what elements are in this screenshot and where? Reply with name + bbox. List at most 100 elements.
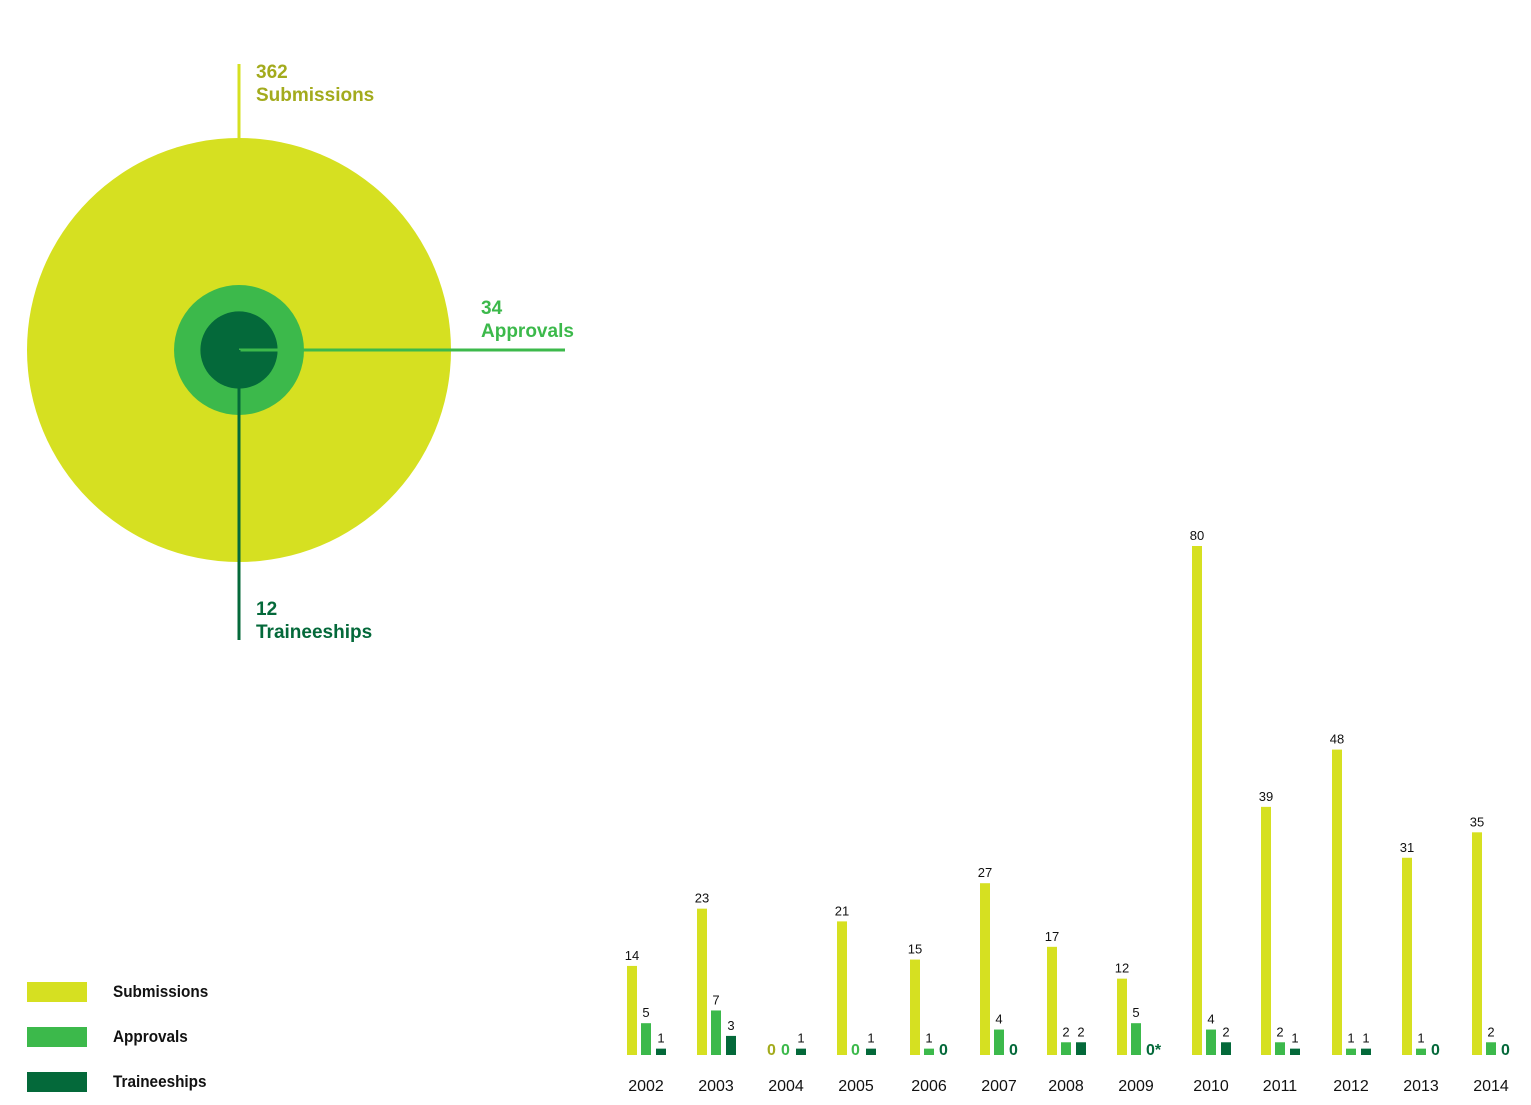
bar-label-traineeships-2005: 1 [867,1031,874,1046]
legend-item-traineeships: Traineeships [27,1071,217,1093]
bar-label-submissions-2012: 48 [1330,732,1344,747]
bar-approvals-2002 [641,1023,651,1055]
bar-label-traineeships-2002: 1 [657,1031,664,1046]
bar-submissions-2003 [697,908,707,1055]
bar-approvals-2010 [1206,1029,1216,1055]
bar-label-submissions-2007: 27 [978,865,992,880]
bar-approvals-2014 [1486,1042,1496,1055]
bar-label-approvals-2011: 2 [1276,1024,1283,1039]
bar-submissions-2013 [1402,857,1412,1055]
bar-submissions-2005 [837,921,847,1055]
legend-label-traineeships: Traineeships [113,1072,207,1091]
bar-label-traineeships-2011: 1 [1291,1031,1298,1046]
bar-label-submissions-2011: 39 [1259,789,1273,804]
bar-label-approvals-2008: 2 [1062,1024,1069,1039]
year-label-2010: 2010 [1193,1078,1229,1095]
bar-submissions-2011 [1261,806,1271,1055]
bar-label-traineeships-2012: 1 [1362,1031,1369,1046]
traineeships-total-value: 12 [256,599,277,620]
zero-label-traineeships-2006: 0 [939,1042,948,1059]
bar-submissions-2009 [1117,978,1127,1055]
bar-submissions-2014 [1472,832,1482,1055]
bar-label-approvals-2010: 4 [1207,1012,1214,1027]
bar-approvals-2003 [711,1010,721,1055]
year-label-2006: 2006 [911,1078,947,1095]
bar-traineeships-2003 [726,1035,736,1055]
bar-label-traineeships-2003: 3 [727,1018,734,1033]
legend-label-approvals: Approvals [113,1027,188,1046]
legend-item-submissions: Submissions [27,981,219,1003]
bar-approvals-2006 [924,1048,934,1055]
bar-submissions-2012 [1332,749,1342,1055]
bar-label-approvals-2003: 7 [712,992,719,1007]
zero-label-submissions-2004: 0 [767,1042,776,1059]
bar-traineeships-2008 [1076,1042,1086,1055]
zero-label-approvals-2005: 0 [851,1042,860,1059]
bar-label-approvals-2013: 1 [1417,1031,1424,1046]
zero-label-traineeships-2007: 0 [1009,1042,1018,1059]
bar-traineeships-2005 [866,1048,876,1055]
bar-label-approvals-2007: 4 [995,1012,1002,1027]
bar-label-approvals-2009: 5 [1132,1005,1139,1020]
submissions-total-label: Submissions [256,85,374,106]
bar-label-submissions-2003: 23 [695,891,709,906]
bar-approvals-2012 [1346,1048,1356,1055]
zero-label-traineeships-2014: 0 [1501,1042,1510,1059]
legend-item-approvals: Approvals [27,1026,196,1048]
approvals-total-value: 34 [481,298,503,319]
bar-label-submissions-2005: 21 [835,903,849,918]
zero-label-approvals-2004: 0 [781,1042,790,1059]
traineeships-total-label: Traineeships [256,622,372,643]
bar-label-submissions-2008: 17 [1045,929,1059,944]
bar-label-submissions-2002: 14 [625,948,639,963]
bar-label-submissions-2009: 12 [1115,961,1129,976]
approvals-total-label: Approvals [481,321,574,342]
bar-approvals-2009 [1131,1023,1141,1055]
year-label-2002: 2002 [628,1078,664,1095]
bar-label-approvals-2012: 1 [1347,1031,1354,1046]
bar-approvals-2007 [994,1029,1004,1055]
bar-label-traineeships-2004: 1 [797,1031,804,1046]
year-label-2012: 2012 [1333,1078,1369,1095]
bar-label-traineeships-2008: 2 [1077,1024,1084,1039]
year-label-2003: 2003 [698,1078,734,1095]
bar-submissions-2008 [1047,946,1057,1055]
year-label-2008: 2008 [1048,1078,1084,1095]
bar-label-submissions-2014: 35 [1470,814,1484,829]
year-label-2011: 2011 [1263,1078,1298,1095]
year-label-2013: 2013 [1403,1078,1439,1095]
bar-approvals-2008 [1061,1042,1071,1055]
year-label-2004: 2004 [768,1078,804,1095]
bar-traineeships-2004 [796,1048,806,1055]
bar-traineeships-2010 [1221,1042,1231,1055]
bar-submissions-2010 [1192,546,1202,1055]
submissions-total-value: 362 [256,62,288,83]
bar-label-traineeships-2010: 2 [1222,1024,1229,1039]
legend-swatch-submissions [27,982,87,1002]
legend-label-submissions: Submissions [113,982,209,1001]
year-label-2009: 2009 [1118,1078,1154,1095]
legend-swatch-traineeships [27,1072,87,1092]
bar-label-submissions-2010: 80 [1190,528,1204,543]
year-label-2005: 2005 [838,1078,874,1095]
bar-submissions-2006 [910,959,920,1055]
bar-label-submissions-2006: 15 [908,942,922,957]
bar-traineeships-2012 [1361,1048,1371,1055]
year-label-2007: 2007 [981,1078,1017,1095]
bar-submissions-2002 [627,965,637,1055]
zero-label-traineeships-2009: 0* [1146,1042,1162,1059]
year-label-2014: 2014 [1473,1078,1509,1095]
bar-approvals-2013 [1416,1048,1426,1055]
bar-submissions-2007 [980,883,990,1055]
bar-approvals-2011 [1275,1042,1285,1055]
zero-label-traineeships-2013: 0 [1431,1042,1440,1059]
bar-traineeships-2011 [1290,1048,1300,1055]
bar-label-approvals-2002: 5 [642,1005,649,1020]
bar-label-approvals-2006: 1 [925,1031,932,1046]
bar-label-submissions-2013: 31 [1400,840,1414,855]
bar-traineeships-2002 [656,1048,666,1055]
legend-swatch-approvals [27,1027,87,1047]
bar-label-approvals-2014: 2 [1487,1024,1494,1039]
